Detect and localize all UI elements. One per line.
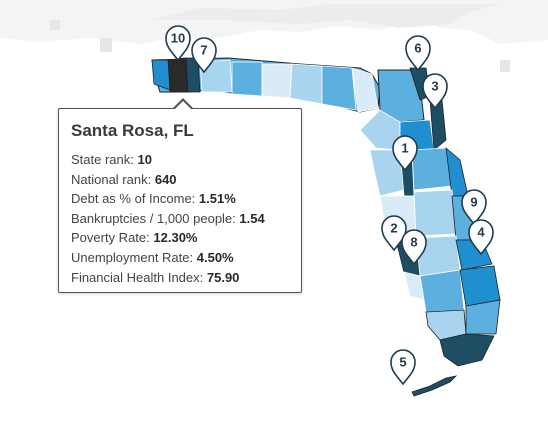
county-tooltip: Santa Rosa, FL State rank: 10 National r… <box>58 98 302 293</box>
pin-label: 2 <box>390 221 397 236</box>
map-pin-icon[interactable]: 8 <box>401 229 427 266</box>
tooltip-row-bankruptcies: Bankruptcies / 1,000 people: 1.54 <box>71 209 289 229</box>
row-label: Poverty Rate: <box>71 230 150 246</box>
pin-label: 4 <box>477 225 485 240</box>
row-label: State rank: <box>71 152 134 167</box>
map-pin-icon[interactable]: 9 <box>461 189 487 226</box>
county-region <box>151 59 171 91</box>
pin-label: 10 <box>171 31 185 46</box>
county-region <box>439 333 495 367</box>
row-value: 4.50% <box>196 249 234 265</box>
map-pin-icon[interactable]: 4 <box>468 219 494 256</box>
tooltip-row-state-rank: State rank: 10 <box>71 150 289 170</box>
pin-label: 7 <box>200 43 207 58</box>
county-region <box>359 109 401 151</box>
tooltip-row-debt-income: Debt as % of Income: 1.51% <box>71 189 289 209</box>
row-value: 640 <box>154 171 177 187</box>
county-santa-rosa <box>167 57 189 93</box>
county-region <box>411 147 453 191</box>
county-region <box>445 147 469 197</box>
tooltip-title: Santa Rosa, FL <box>71 121 194 140</box>
map-pin-icon[interactable]: 5 <box>390 349 416 386</box>
county-region <box>351 67 379 113</box>
pin-label: 9 <box>470 195 477 210</box>
tooltip-arrow-inner <box>174 101 192 110</box>
row-label: Debt as % of Income: <box>71 191 196 207</box>
county-region <box>413 189 457 237</box>
county-region <box>459 265 501 307</box>
map-pins[interactable]: 10 7 6 3 1 9 2 8 <box>165 25 494 386</box>
county-region <box>411 375 458 397</box>
county-region <box>321 65 357 111</box>
row-label: Bankruptcies / 1,000 people: <box>71 210 236 226</box>
pin-label: 1 <box>401 141 408 156</box>
county-region <box>261 63 293 99</box>
tooltip-row-unemployment: Unemployment Rate: 4.50% <box>71 248 289 268</box>
pin-label: 8 <box>410 235 417 250</box>
row-value: 12.30% <box>153 230 198 246</box>
tooltip-row-poverty-rate: Poverty Rate: 12.30% <box>71 228 289 248</box>
pin-label: 3 <box>431 79 438 94</box>
row-value: 10 <box>137 152 152 167</box>
county-region <box>465 299 501 335</box>
row-label: Financial Health Index: <box>71 269 204 285</box>
map-pin-icon[interactable]: 10 <box>165 25 191 62</box>
map-pin-icon[interactable]: 6 <box>405 35 431 72</box>
county-region <box>289 63 323 105</box>
row-label: National rank: <box>71 171 152 187</box>
county-region <box>419 269 465 313</box>
map-pin-icon[interactable]: 1 <box>392 135 418 172</box>
pin-label: 5 <box>399 355 406 370</box>
row-value: 1.51% <box>198 191 236 207</box>
tooltip-row-national-rank: National rank: 640 <box>71 170 289 190</box>
map-pin-icon[interactable]: 7 <box>191 37 217 74</box>
row-value: 1.54 <box>239 210 265 226</box>
map-pin-icon[interactable]: 3 <box>422 73 448 110</box>
row-value: 75.90 <box>206 269 240 285</box>
neighbor-states <box>0 0 548 72</box>
florida-counties[interactable] <box>151 57 501 397</box>
row-label: Unemployment Rate: <box>71 249 194 265</box>
pin-label: 6 <box>414 41 421 56</box>
tooltip-row-financial-health: Financial Health Index: 75.90 <box>71 268 289 288</box>
county-region <box>231 61 263 97</box>
